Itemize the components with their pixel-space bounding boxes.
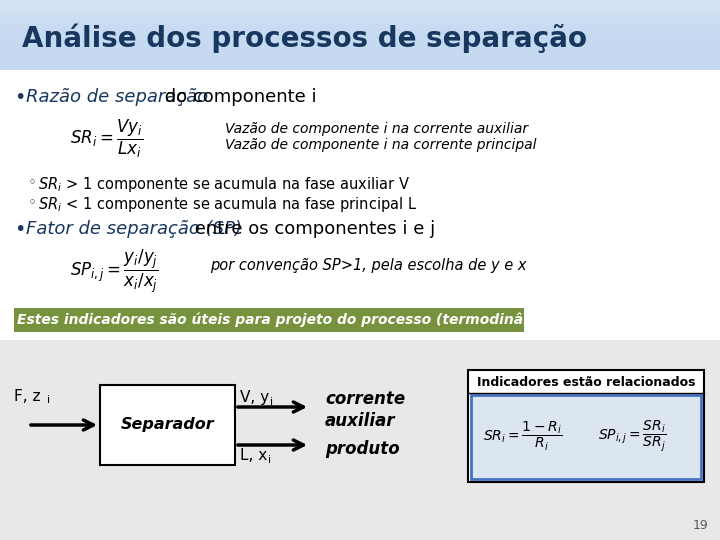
Text: i: i (270, 397, 273, 407)
Text: $SR_i = \dfrac{1-R_i}{R_i}$: $SR_i = \dfrac{1-R_i}{R_i}$ (483, 420, 562, 453)
Text: entre os componentes i e j: entre os componentes i e j (189, 220, 436, 238)
Bar (0, 19, 720, 20)
Bar (0, 22, 720, 23)
Bar (0, 25, 720, 26)
Bar (0, 33, 720, 34)
Bar (0, 34, 720, 35)
Text: $SR_i = \dfrac{Vy_i}{Lx_i}$: $SR_i = \dfrac{Vy_i}{Lx_i}$ (70, 118, 143, 160)
Bar (0, 30, 720, 31)
Text: Vazão de componente i na corrente auxiliar: Vazão de componente i na corrente auxili… (225, 122, 528, 136)
Bar (0, 15, 720, 16)
Bar (0, 23, 720, 24)
Text: Razão de separação: Razão de separação (26, 88, 208, 106)
Text: $SP_{i,j} = \dfrac{SR_i}{SR_j}$: $SP_{i,j} = \dfrac{SR_i}{SR_j}$ (598, 418, 667, 454)
Bar (0, 0, 720, 70)
Text: Estes indicadores são úteis para projeto do processo (termodinâmica): Estes indicadores são úteis para projeto… (17, 313, 567, 327)
Bar (0, 24, 720, 25)
Bar (0, 0, 720, 1)
Bar (0, 340, 720, 540)
Bar (14, 308, 524, 332)
Bar (0, 31, 720, 32)
Bar (0, 12, 720, 13)
Bar (0, 3, 720, 4)
Text: por convenção SP>1, pela escolha de y e x: por convenção SP>1, pela escolha de y e … (210, 258, 526, 273)
Text: Análise dos processos de separação: Análise dos processos de separação (22, 23, 587, 53)
Bar (0, 11, 720, 12)
Bar (0, 4, 720, 5)
Text: Vazão de componente i na corrente principal: Vazão de componente i na corrente princi… (225, 138, 536, 152)
Text: i: i (268, 455, 271, 465)
Text: i: i (47, 395, 50, 405)
Bar (0, 26, 720, 27)
Text: do componente i: do componente i (159, 88, 317, 106)
Bar (0, 21, 720, 22)
Bar (0, 9, 720, 10)
Bar (0, 28, 720, 29)
Bar (0, 1, 720, 2)
Bar (471, 395, 701, 479)
Bar (0, 10, 720, 11)
Text: Indicadores estão relacionados: Indicadores estão relacionados (477, 375, 696, 388)
Text: Fator de separação (SP): Fator de separação (SP) (26, 220, 242, 238)
Text: corrente
auxiliar: corrente auxiliar (325, 390, 405, 430)
Bar (0, 17, 720, 18)
Bar (0, 13, 720, 14)
Bar (0, 20, 720, 21)
Bar (0, 27, 720, 28)
Text: •: • (14, 88, 25, 107)
Bar (0, 29, 720, 30)
Text: Separador: Separador (121, 417, 215, 433)
Text: ◦: ◦ (28, 195, 37, 210)
Bar (0, 32, 720, 33)
Bar (0, 6, 720, 7)
Bar (0, 5, 720, 6)
Bar (0, 18, 720, 19)
Bar (468, 370, 704, 482)
Text: F, z: F, z (14, 389, 40, 404)
Text: 19: 19 (692, 519, 708, 532)
Bar (0, 2, 720, 3)
Text: $SP_{i,j} = \dfrac{y_i/y_j}{x_i/x_j}$: $SP_{i,j} = \dfrac{y_i/y_j}{x_i/x_j}$ (70, 248, 158, 295)
Bar (0, 14, 720, 15)
Bar (0, 8, 720, 9)
Text: L, x: L, x (240, 448, 267, 463)
Bar (0, 70, 720, 450)
Bar (0, 7, 720, 8)
Bar (100, 385, 235, 465)
Text: $SR_i$ > 1 componente se acumula na fase auxiliar V: $SR_i$ > 1 componente se acumula na fase… (38, 175, 410, 194)
Text: $SR_i$ < 1 componente se acumula na fase principal L: $SR_i$ < 1 componente se acumula na fase… (38, 195, 418, 214)
Text: V, y: V, y (240, 390, 269, 405)
Text: produto: produto (325, 440, 400, 458)
Text: ◦: ◦ (28, 175, 37, 190)
Bar (0, 16, 720, 17)
Text: •: • (14, 220, 25, 239)
